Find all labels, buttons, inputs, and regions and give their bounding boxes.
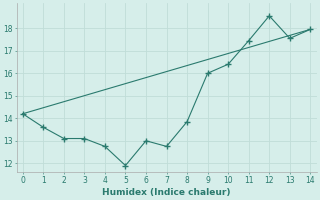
X-axis label: Humidex (Indice chaleur): Humidex (Indice chaleur) [102, 188, 231, 197]
